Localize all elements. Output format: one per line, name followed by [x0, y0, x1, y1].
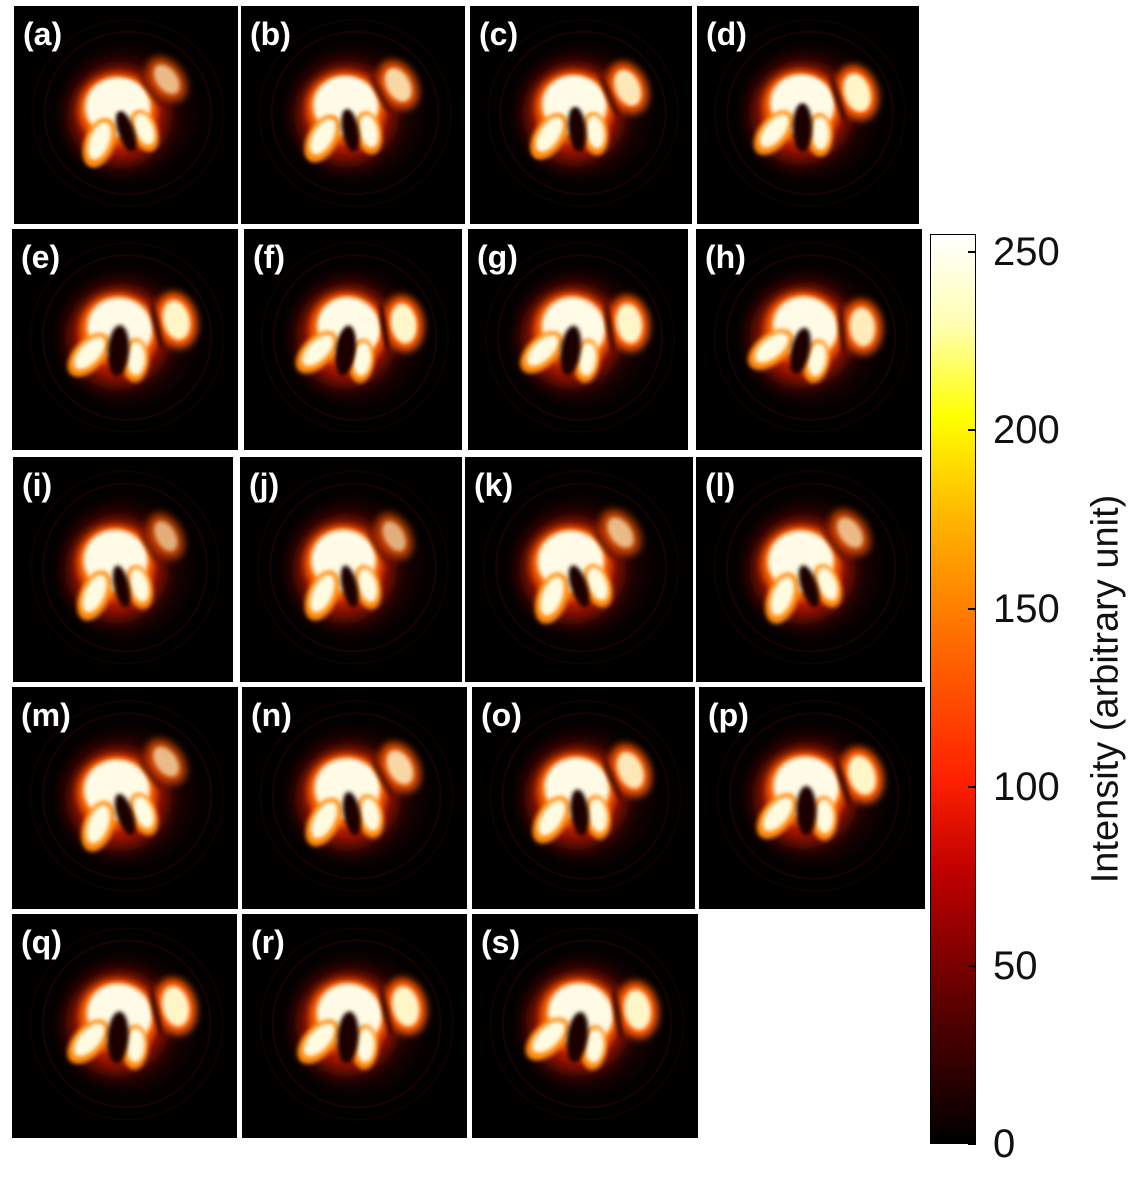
- image-panel: (a): [14, 6, 238, 224]
- colorbar-tick-label: 150: [993, 586, 1060, 631]
- image-panel: (d): [697, 6, 919, 224]
- panel-label: (i): [22, 467, 53, 503]
- image-panel: (e): [12, 229, 238, 450]
- intensity-image: [716, 700, 912, 892]
- image-panel: (c): [470, 6, 692, 224]
- intensity-image: [485, 242, 675, 433]
- panel-label: (h): [705, 239, 746, 275]
- colorbar-tick-mark: [968, 429, 976, 432]
- intensity-image: [713, 242, 909, 433]
- panel-label: (j): [249, 467, 280, 503]
- panel-label: (g): [477, 239, 518, 275]
- image-panel: (i): [13, 457, 233, 682]
- colorbar-tick-label: 250: [993, 229, 1060, 274]
- panel-label: (f): [253, 239, 285, 275]
- image-panel: (p): [699, 687, 925, 909]
- panel-label: (p): [708, 697, 749, 733]
- panel-label: (d): [706, 16, 747, 52]
- panel-label: (e): [21, 239, 61, 275]
- image-panel: (s): [472, 914, 698, 1138]
- colorbar-tick-label: 200: [993, 408, 1060, 453]
- intensity-image: [257, 470, 449, 665]
- image-panel: (f): [244, 229, 462, 450]
- panel-label: (b): [250, 16, 291, 52]
- intensity-image: [489, 927, 685, 1121]
- image-panel: (j): [240, 457, 462, 682]
- panel-label: (c): [479, 16, 519, 52]
- intensity-image: [259, 700, 454, 892]
- image-panel: (b): [241, 6, 465, 224]
- image-panel: (o): [472, 687, 695, 909]
- colorbar-tick-mark: [968, 786, 976, 789]
- image-panel: (n): [242, 687, 467, 909]
- intensity-image: [29, 700, 225, 892]
- colorbar-tick-mark: [968, 1143, 976, 1145]
- panel-label: (s): [481, 924, 521, 960]
- intensity-image: [259, 927, 454, 1121]
- colorbar-title: Intensity (arbitrary unit): [1084, 494, 1127, 884]
- image-panel: (k): [465, 457, 693, 682]
- panel-label: (m): [21, 697, 71, 733]
- colorbar-tick-label: 50: [993, 943, 1038, 988]
- intensity-image: [29, 927, 224, 1121]
- panel-label: (n): [251, 697, 292, 733]
- image-panel: (q): [12, 914, 237, 1138]
- colorbar-tick-mark: [968, 607, 976, 610]
- panel-label: (r): [251, 924, 285, 960]
- intensity-image: [258, 18, 452, 208]
- intensity-image: [713, 470, 909, 665]
- image-panel: (m): [12, 687, 238, 909]
- image-panel: (g): [468, 229, 688, 450]
- intensity-image: [487, 18, 679, 208]
- panel-label: (a): [23, 16, 63, 52]
- colorbar: [930, 234, 976, 1144]
- image-panel: (h): [696, 229, 922, 450]
- intensity-image: [489, 700, 682, 892]
- intensity-image: [30, 470, 220, 665]
- colorbar-tick-mark: [968, 250, 976, 253]
- intensity-image: [260, 242, 450, 433]
- image-panel: (r): [242, 914, 467, 1138]
- panel-label: (o): [481, 697, 522, 733]
- panel-label: (q): [21, 924, 62, 960]
- image-panel: (l): [696, 457, 922, 682]
- intensity-image: [714, 18, 906, 208]
- intensity-image: [482, 470, 680, 665]
- intensity-image: [31, 18, 225, 208]
- panel-label: (l): [705, 467, 736, 503]
- intensity-image: [29, 242, 225, 433]
- colorbar-tick-label: 100: [993, 765, 1060, 810]
- panel-label: (k): [474, 467, 514, 503]
- colorbar-tick-mark: [968, 964, 976, 967]
- colorbar-tick-label: 0: [993, 1122, 1016, 1166]
